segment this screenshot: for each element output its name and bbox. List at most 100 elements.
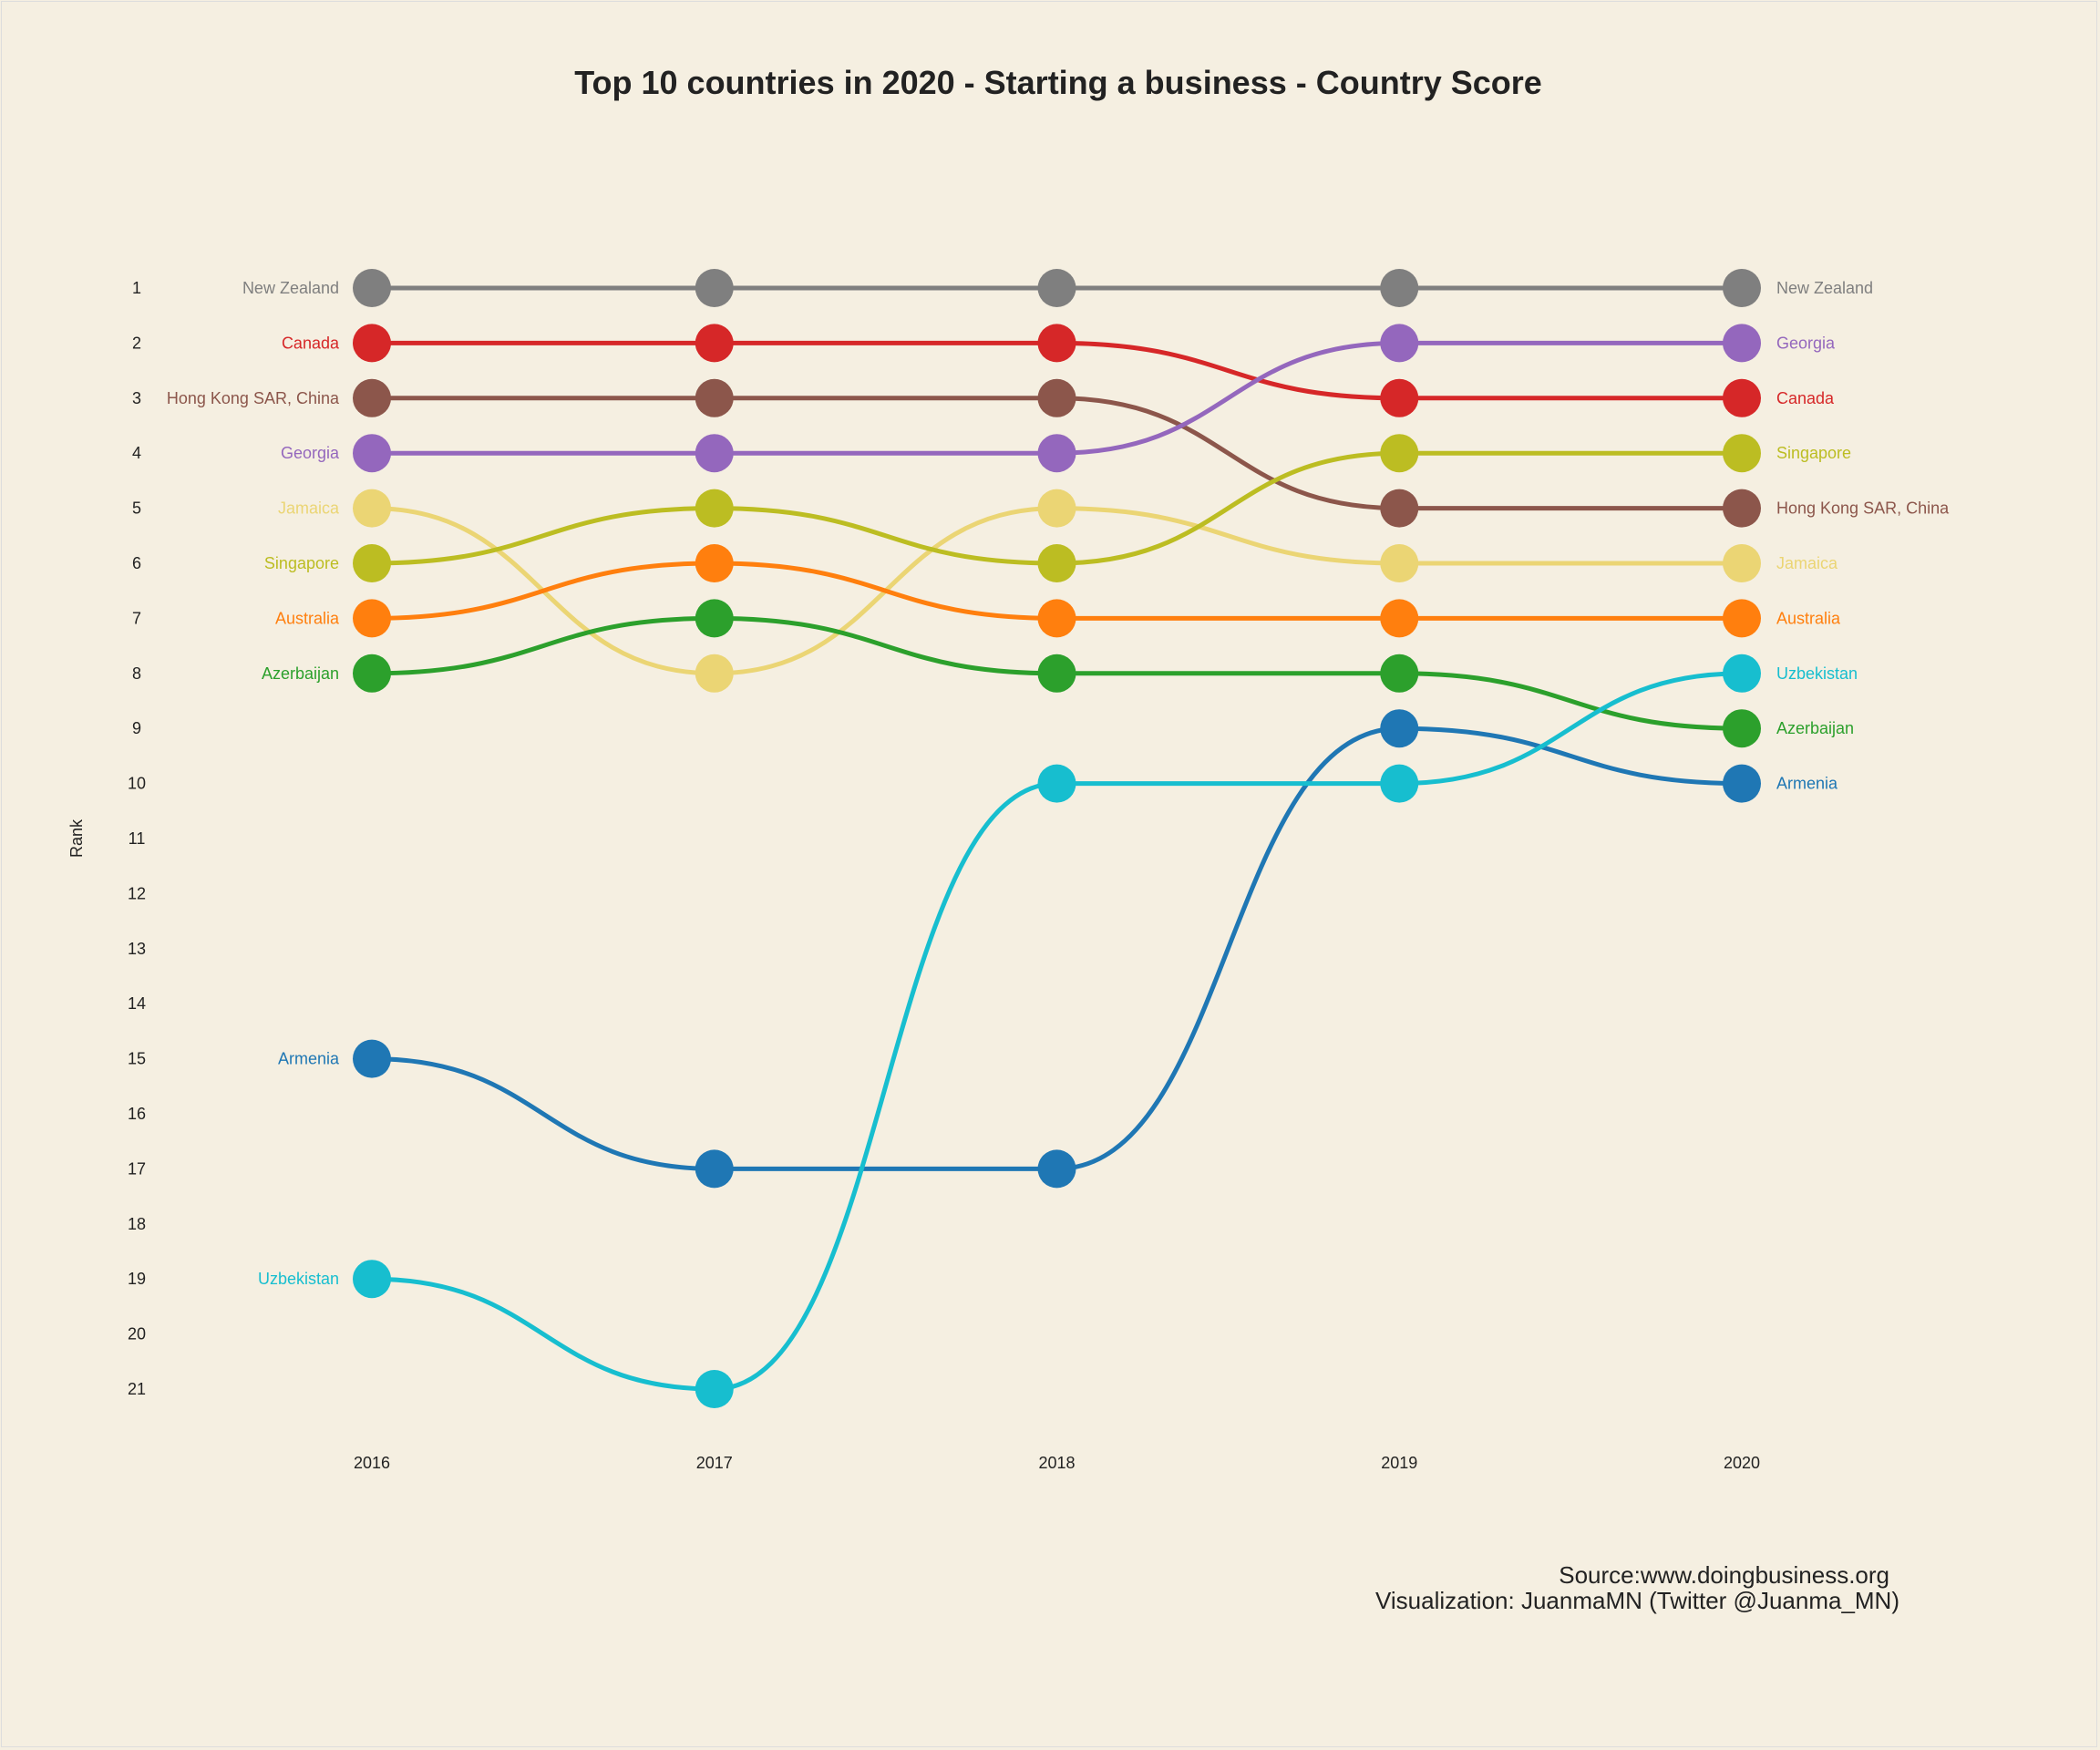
data-point (1037, 269, 1076, 307)
data-point (1037, 378, 1076, 417)
data-point (353, 544, 391, 582)
series-label-start: Jamaica (278, 499, 340, 518)
x-tick-label: 2018 (1038, 1454, 1075, 1472)
series-line (371, 671, 1743, 1392)
data-point (1723, 544, 1761, 582)
data-point (1380, 269, 1419, 307)
series-label-start: Canada (282, 334, 340, 352)
data-point (1380, 599, 1419, 638)
data-point (1723, 709, 1761, 748)
x-tick-label: 2020 (1724, 1454, 1760, 1472)
data-point (695, 269, 734, 307)
series-label-end: Georgia (1776, 334, 1836, 352)
series-label-end: Uzbekistan (1776, 664, 1858, 683)
data-point (695, 489, 734, 528)
data-point (353, 1260, 391, 1299)
y-tick-label: 16 (128, 1105, 146, 1123)
data-point (1380, 764, 1419, 803)
data-point (1037, 654, 1076, 693)
y-tick-label: 2 (132, 334, 141, 352)
data-point (695, 544, 734, 582)
data-point (1037, 764, 1076, 803)
data-point (1037, 324, 1076, 363)
data-point (1380, 378, 1419, 417)
data-point (353, 1039, 391, 1078)
data-point (695, 599, 734, 638)
series-label-start: Uzbekistan (258, 1270, 339, 1288)
data-point (1380, 544, 1419, 582)
data-point (1037, 599, 1076, 638)
series-label-end: Hong Kong SAR, China (1776, 499, 1950, 518)
data-point (353, 654, 391, 693)
y-tick-label: 21 (128, 1380, 146, 1398)
series-label-end: Singapore (1776, 444, 1851, 462)
series-label-end: Azerbaijan (1776, 719, 1854, 737)
series-label-end: Australia (1776, 609, 1841, 627)
y-tick-label: 10 (128, 775, 146, 793)
series-label-start: Azerbaijan (262, 664, 339, 683)
data-point (353, 269, 391, 307)
y-axis-label: Rank (67, 818, 86, 858)
data-point (1037, 1149, 1076, 1189)
x-tick-labels: 2016 2017 2018 2019 2020 (354, 1454, 1760, 1472)
y-tick-label: 6 (132, 554, 141, 572)
data-point (1037, 434, 1076, 473)
y-tick-label: 13 (128, 940, 146, 958)
y-tick-label: 17 (128, 1159, 146, 1178)
data-point (1380, 709, 1419, 748)
data-point (1380, 324, 1419, 363)
data-point (353, 378, 391, 417)
series-label-end: Canada (1776, 389, 1835, 407)
data-point (353, 599, 391, 638)
y-tick-label: 14 (128, 994, 146, 1013)
data-point (1380, 434, 1419, 473)
series-lines (371, 285, 1743, 1392)
data-point (695, 654, 734, 693)
data-point (1723, 324, 1761, 363)
series-label-end: Armenia (1776, 775, 1838, 793)
y-tick-label: 20 (128, 1325, 146, 1343)
series-line (371, 726, 1743, 1171)
data-point (1723, 378, 1761, 417)
y-tick-label: 19 (128, 1270, 146, 1288)
series-label-start: Australia (275, 609, 340, 627)
series-line (371, 506, 1742, 676)
series-label-start: Singapore (264, 554, 339, 572)
data-point (353, 324, 391, 363)
y-tick-label: 4 (132, 444, 141, 462)
caption-source: Source:www.doingbusiness.org (1559, 1561, 1889, 1589)
series-label-start: New Zealand (242, 279, 339, 297)
y-tick-label: 11 (129, 829, 146, 848)
data-point (1037, 544, 1076, 582)
data-point (695, 434, 734, 473)
data-point (695, 1149, 734, 1189)
data-point (1723, 764, 1761, 803)
data-point (1723, 269, 1761, 307)
x-tick-label: 2016 (354, 1454, 390, 1472)
series-label-start: Armenia (278, 1050, 340, 1068)
data-point (1723, 434, 1761, 473)
series-points (353, 269, 1761, 1408)
data-point (353, 434, 391, 473)
data-point (695, 1370, 734, 1408)
data-point (1037, 489, 1076, 528)
data-point (353, 489, 391, 528)
y-tick-label: 18 (128, 1215, 146, 1233)
chart-title: Top 10 countries in 2020 - Starting a bu… (574, 64, 1542, 101)
data-point (695, 324, 734, 363)
y-tick-label: 15 (128, 1050, 146, 1068)
series-label-start: Hong Kong SAR, China (167, 389, 340, 407)
data-point (1723, 599, 1761, 638)
series-label-end: New Zealand (1776, 279, 1873, 297)
series-label-start: Georgia (281, 444, 340, 462)
x-tick-label: 2019 (1381, 1454, 1417, 1472)
y-tick-label: 5 (132, 499, 141, 518)
series-labels: New Zealand New Zealand Canada Canada Hong K… (167, 279, 1950, 1288)
y-tick-label: 12 (128, 884, 146, 902)
x-tick-label: 2017 (696, 1454, 733, 1472)
y-tick-label: 7 (132, 609, 141, 627)
y-tick-label: 8 (132, 664, 141, 683)
y-tick-label: 9 (132, 719, 141, 737)
